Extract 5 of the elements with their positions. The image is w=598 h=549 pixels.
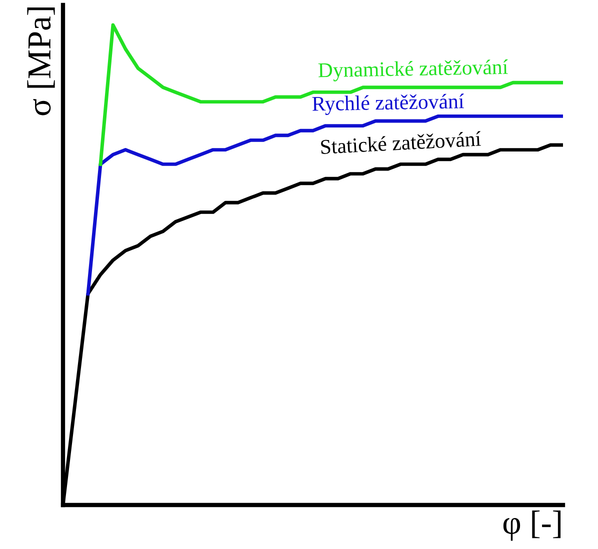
- series-label: Statické zatěžování: [320, 131, 482, 154]
- series-label: Rychlé zatěžování: [312, 94, 464, 116]
- series-label: Dynamické zatěžování: [318, 59, 508, 82]
- y-axis-title: σ [MPa]: [27, 7, 55, 116]
- x-axis-title: φ [-]: [503, 510, 561, 541]
